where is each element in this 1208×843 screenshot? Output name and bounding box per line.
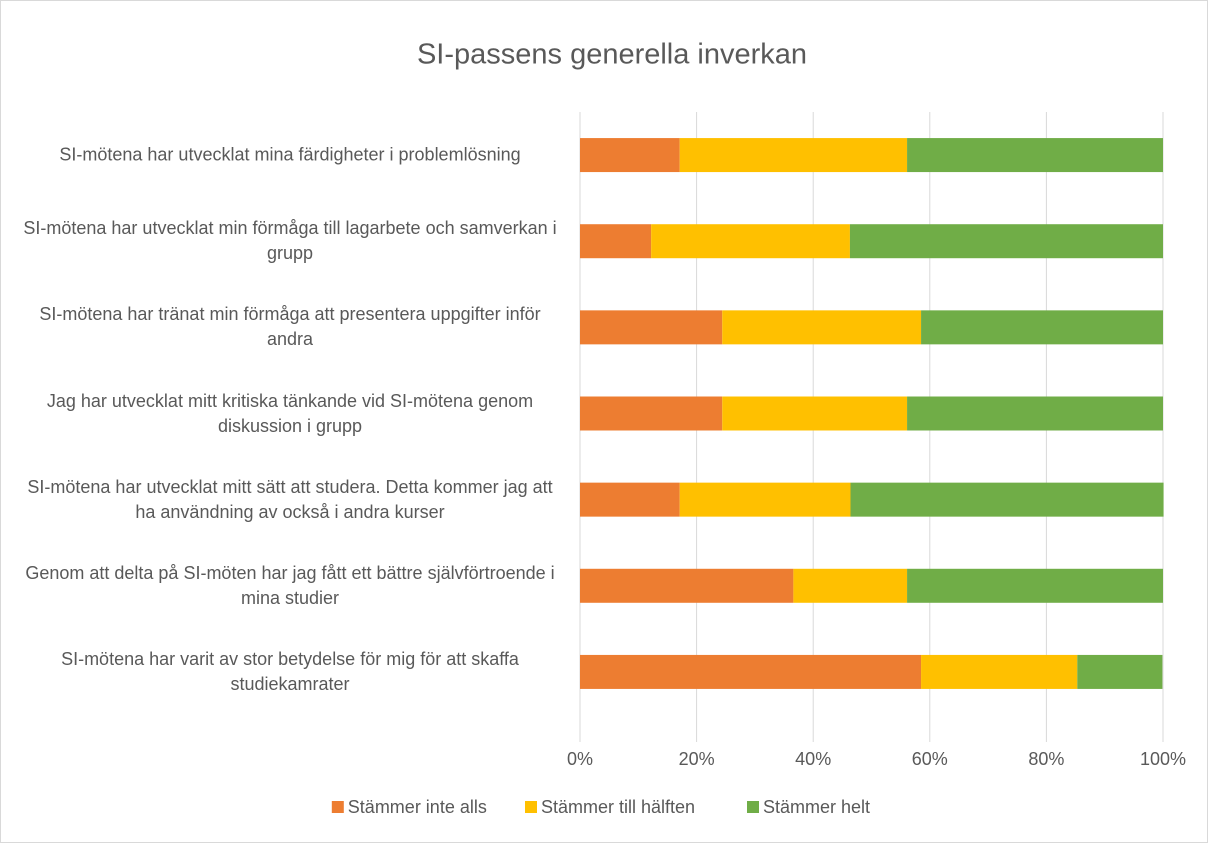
y-tick-label: SI-mötena har utvecklat mitt sätt att st… [27,476,553,522]
legend-swatch [525,801,537,813]
y-tick-label: SI-mötena har varit av stor betydelse fö… [61,648,519,694]
bar-segment [580,138,680,173]
legend-swatch [331,801,344,813]
bar-segment [921,654,1078,689]
x-tick-label: 60% [912,749,948,769]
bar-segment [849,224,1163,259]
bar-segment [850,482,1164,517]
bar-segment [580,310,723,345]
bar-segment [907,396,1163,431]
bar-segment [907,138,1163,173]
y-tick-label: SI-mötena har utvecklat min förmåga till… [23,218,557,264]
bar-segment [679,138,908,173]
bar-segment [580,396,723,431]
y-tick-label: Genom att delta på SI-möten har jag fått… [25,562,555,608]
bar-segment [580,482,680,517]
bar-segment [580,654,922,689]
bar-segment [907,568,1163,603]
x-tick-label: 40% [795,749,831,769]
y-tick-label: SI-mötena har tränat min förmåga att pre… [39,304,541,350]
bar-segment [921,310,1163,345]
bar-segment [651,224,850,259]
legend-swatch [747,801,759,813]
y-tick-label: SI-mötena har utvecklat mina färdigheter… [59,144,521,165]
legend-label: Stämmer till hälften [541,797,695,817]
x-tick-label: 100% [1140,749,1186,769]
bar-segment [679,482,851,517]
bar-segment [580,224,652,259]
bar-segment [1077,654,1163,689]
bar-segment [580,568,794,603]
bar-segment [722,396,908,431]
x-tick-label: 80% [1028,749,1064,769]
x-tick-label: 0% [567,749,593,769]
chart-title: SI-passens generella inverkan [417,39,807,71]
legend-label: Stämmer helt [763,797,870,817]
bar-segment [722,310,922,345]
y-tick-label: Jag har utvecklat mitt kritiska tänkande… [46,390,534,436]
x-tick-label: 20% [679,749,715,769]
legend-label: Stämmer inte alls [348,797,487,817]
bar-segment [793,568,908,603]
